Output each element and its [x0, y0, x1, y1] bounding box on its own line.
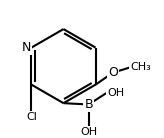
Text: Cl: Cl [26, 112, 37, 122]
Text: OH: OH [80, 127, 97, 137]
Text: OH: OH [107, 88, 124, 98]
Text: N: N [22, 41, 31, 54]
Text: CH₃: CH₃ [130, 63, 151, 72]
Text: B: B [84, 98, 93, 111]
Text: O: O [108, 66, 118, 79]
